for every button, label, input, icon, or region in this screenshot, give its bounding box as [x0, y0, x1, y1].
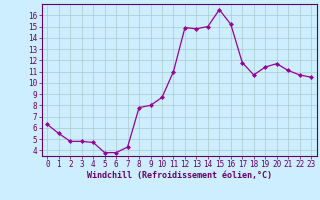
- X-axis label: Windchill (Refroidissement éolien,°C): Windchill (Refroidissement éolien,°C): [87, 171, 272, 180]
